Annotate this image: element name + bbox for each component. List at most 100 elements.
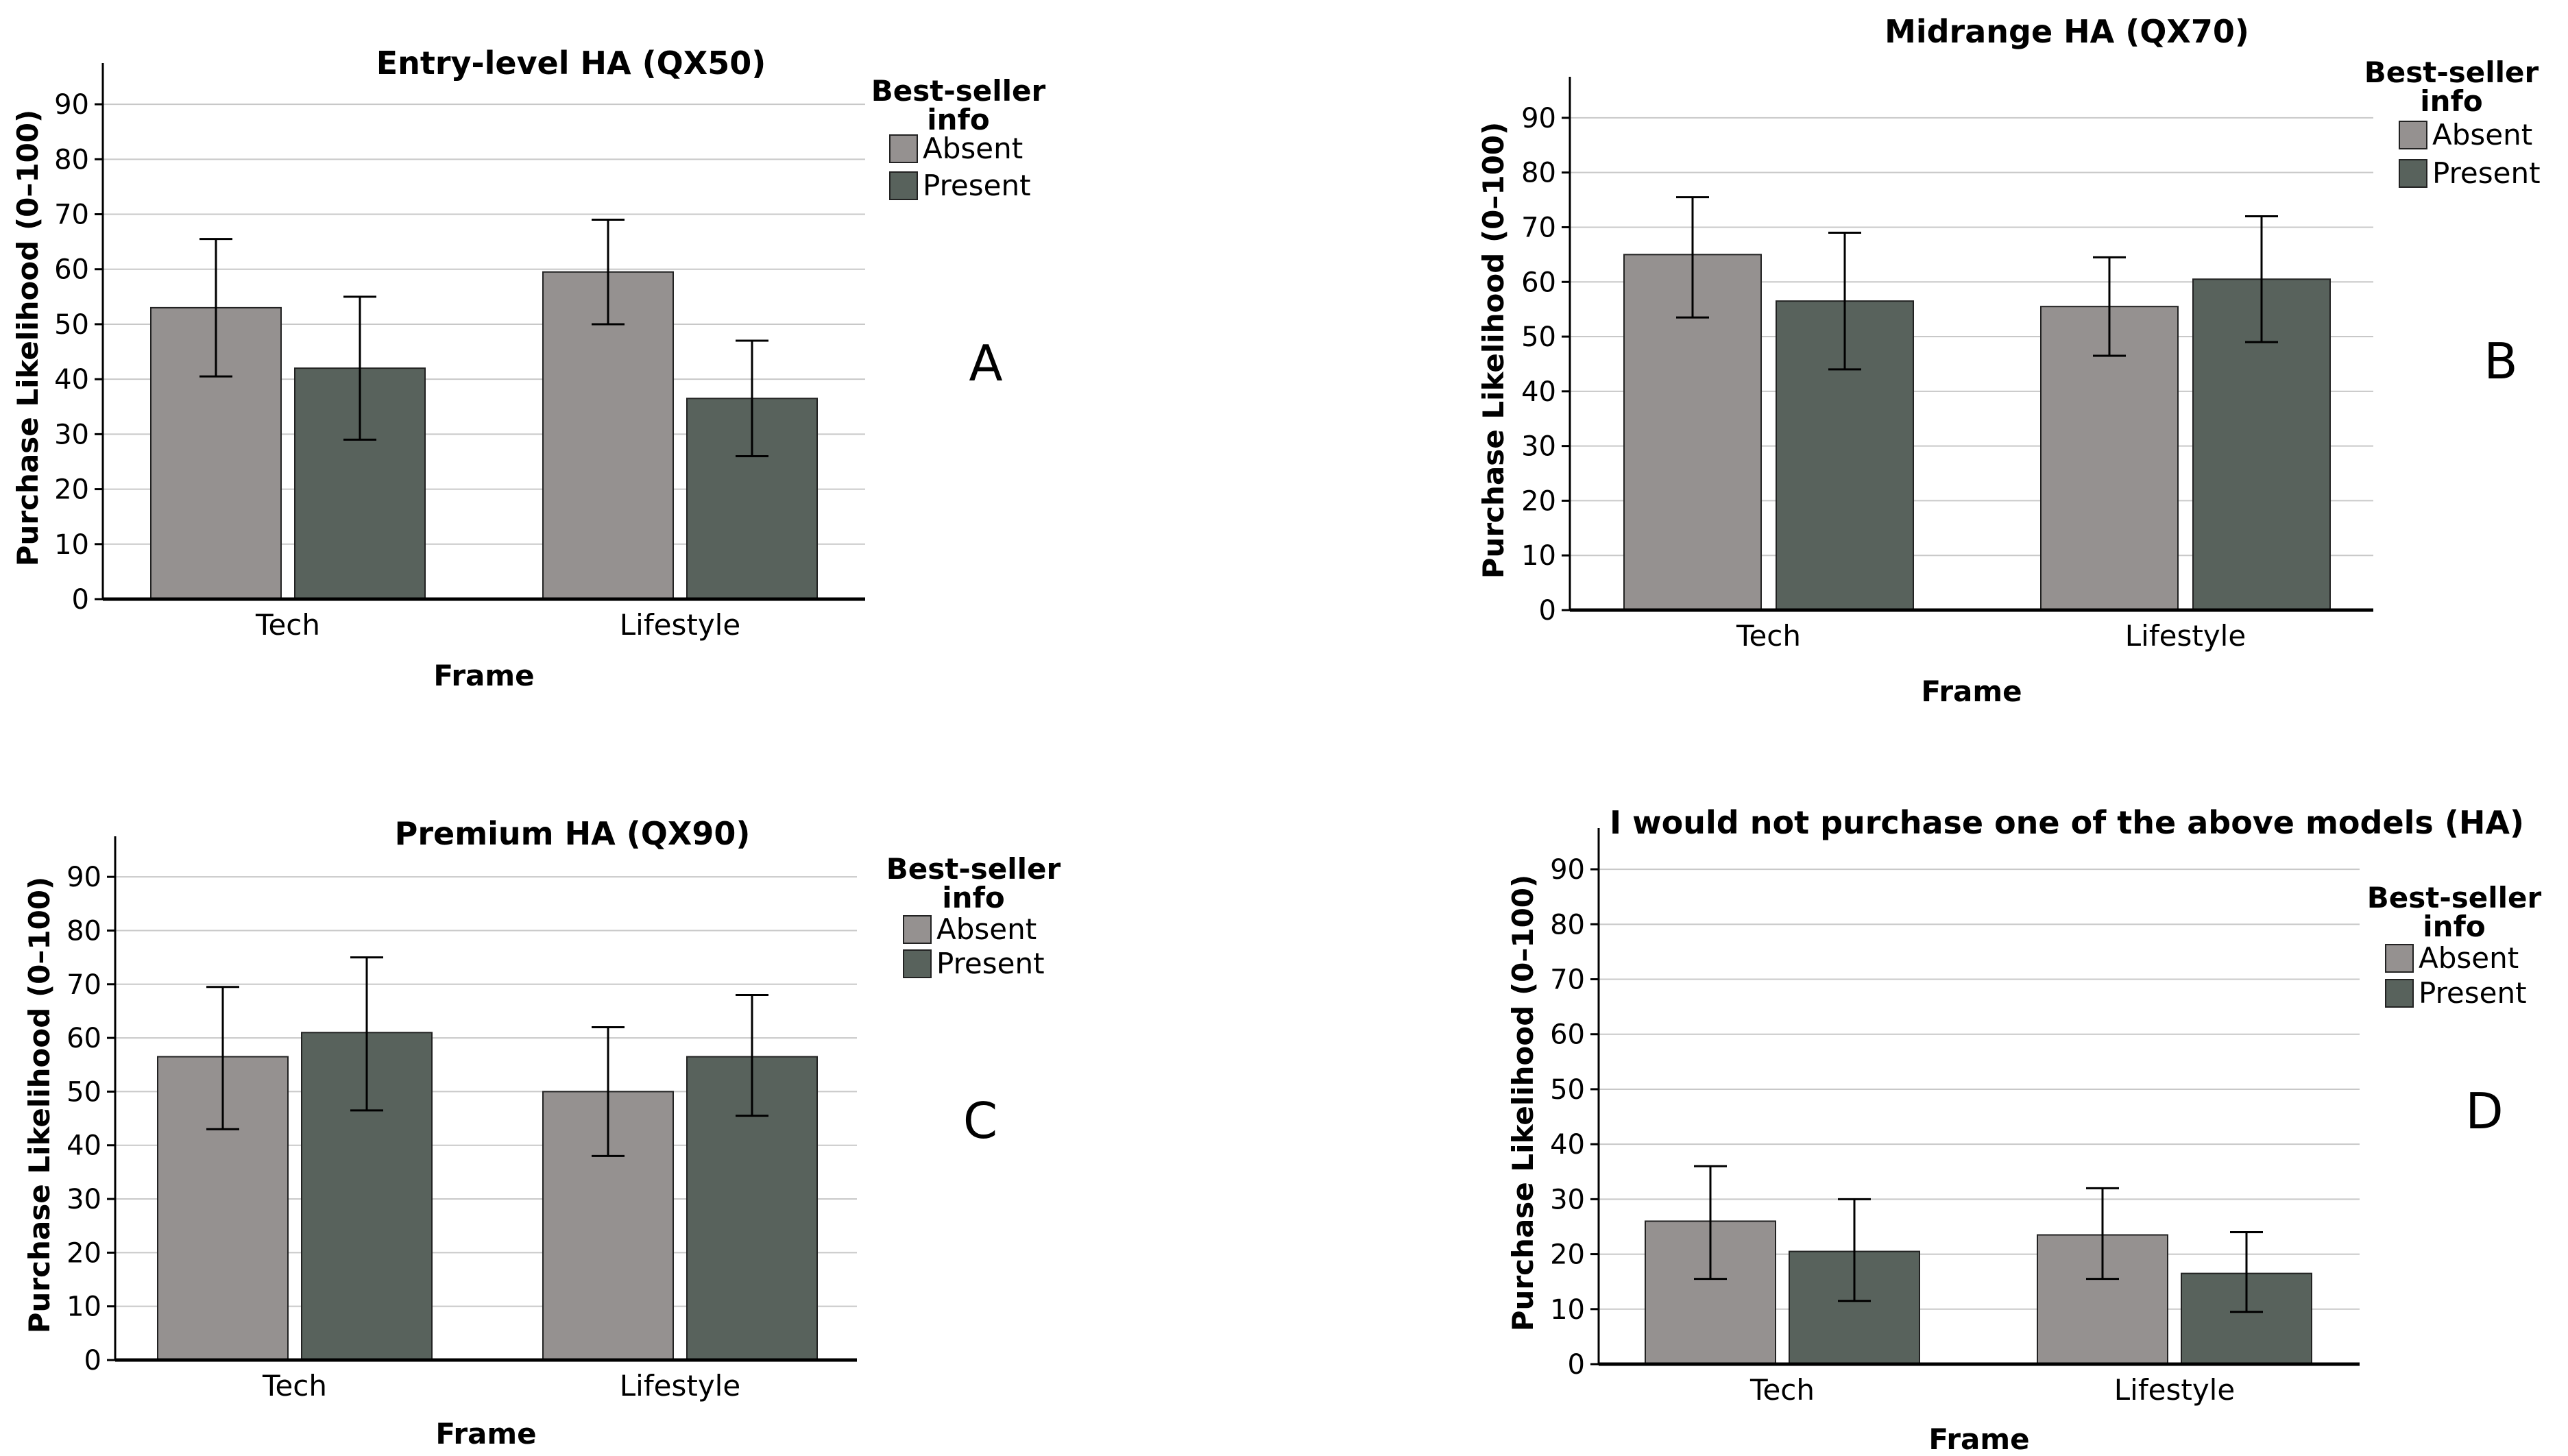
chart-title: Premium HA (QX90) <box>395 815 751 852</box>
legend-swatch-present <box>889 171 918 200</box>
chart-title: Entry-level HA (QX50) <box>376 45 766 82</box>
y-tick-label: 90 <box>54 89 89 121</box>
x-tick-label: Tech <box>1736 619 1801 653</box>
chart-panel-c: 0 10 20 30 40 50 60 70 80 90 Tech Lifestyle Premium … <box>23 815 1061 1451</box>
y-tick-label: 10 <box>66 1291 101 1323</box>
y-axis-title: Purchase Likelihood (0–100) <box>1506 875 1540 1331</box>
y-tick-label: 30 <box>66 1184 101 1215</box>
y-tick-label: 20 <box>1550 1239 1585 1271</box>
legend-title: Best-seller <box>2367 881 2542 914</box>
chart-title: I would not purchase one of the above mo… <box>1610 804 2524 841</box>
y-tick-label: 0 <box>72 584 89 616</box>
legend-title: Best-seller <box>871 74 1046 108</box>
y-tick-label: 80 <box>1550 909 1585 941</box>
chart-panel-b: 0 10 20 30 40 50 60 70 80 90 Tech Lifestyle Midrange… <box>1477 13 2541 708</box>
error-bar <box>1828 231 1861 371</box>
x-tick-label: Lifestyle <box>2125 619 2246 653</box>
y-tick-label: 20 <box>54 474 89 506</box>
error-bar <box>206 986 239 1130</box>
panel-letter: D <box>2465 1082 2503 1140</box>
y-tick-label: 40 <box>54 364 89 396</box>
y-tick-label: 30 <box>1521 431 1556 463</box>
legend-title: info <box>927 103 989 136</box>
legend-swatch-absent <box>2399 121 2427 149</box>
error-bar <box>592 1026 625 1157</box>
x-tick-label: Tech <box>255 608 320 642</box>
chart-panel-a: 0 10 20 30 40 50 60 70 80 90 Tech Lifestyle Entry-le… <box>11 45 1046 692</box>
legend-swatch-present <box>903 949 932 978</box>
legend-swatch-present <box>2399 159 2427 188</box>
y-tick-label: 60 <box>1550 1019 1585 1051</box>
y-axis-title: Purchase Likelihood (0–100) <box>23 877 56 1333</box>
x-axis-title: Frame <box>435 1417 536 1451</box>
panel-letter: B <box>2484 332 2517 390</box>
legend-label-present: Present <box>2419 976 2527 1010</box>
y-tick-label: 50 <box>66 1076 101 1108</box>
legend-label-present: Present <box>2432 156 2541 190</box>
y-tick-label: 80 <box>1521 158 1556 189</box>
legend-title: info <box>2423 910 2485 943</box>
y-axis-title: Purchase Likelihood (0–100) <box>11 110 45 566</box>
legend-swatch-absent <box>903 915 932 944</box>
y-tick-label: 80 <box>54 144 89 175</box>
legend-label-absent: Absent <box>2419 941 2519 975</box>
error-bar <box>736 339 768 457</box>
error-bar <box>1676 196 1709 319</box>
y-tick-label: 40 <box>1550 1129 1585 1161</box>
bar <box>2040 306 2179 611</box>
legend-swatch-present <box>2385 979 2414 1008</box>
y-tick-label: 20 <box>1521 485 1556 517</box>
error-bar <box>1838 1198 1871 1302</box>
y-tick-label: 90 <box>1550 854 1585 886</box>
y-axis-title: Purchase Likelihood (0–100) <box>1477 122 1510 579</box>
y-tick-label: 50 <box>54 309 89 341</box>
y-tick-label: 30 <box>1550 1184 1585 1215</box>
y-tick-label: 40 <box>66 1130 101 1162</box>
legend-title: info <box>942 881 1004 914</box>
legend-title: Best-seller <box>2364 56 2539 89</box>
error-bar <box>2093 256 2126 357</box>
x-axis-title: Frame <box>1928 1422 2029 1456</box>
panel-letter: A <box>969 335 1002 392</box>
y-tick-label: 0 <box>84 1345 101 1376</box>
legend-label-absent: Absent <box>936 912 1037 946</box>
y-tick-label: 60 <box>1521 267 1556 298</box>
error-bar <box>350 956 383 1112</box>
y-tick-label: 30 <box>54 419 89 450</box>
panel-letter: C <box>963 1092 997 1150</box>
y-tick-label: 70 <box>66 969 101 1001</box>
x-tick-label: Lifestyle <box>620 1369 740 1403</box>
error-bar <box>1694 1165 1727 1281</box>
error-bar <box>343 295 376 441</box>
y-tick-label: 0 <box>1539 595 1556 627</box>
y-tick-label: 70 <box>54 199 89 231</box>
legend-label-absent: Absent <box>923 132 1023 165</box>
x-tick-label: Tech <box>1749 1373 1815 1407</box>
y-tick-label: 60 <box>54 254 89 286</box>
y-tick-label: 40 <box>1521 376 1556 408</box>
legend-title: info <box>2420 84 2482 118</box>
legend-label-absent: Absent <box>2432 118 2532 151</box>
y-tick-label: 0 <box>1568 1349 1585 1381</box>
legend-swatch-absent <box>2385 944 2414 973</box>
y-tick-label: 50 <box>1521 321 1556 353</box>
error-bar <box>199 238 232 378</box>
x-tick-label: Lifestyle <box>2114 1373 2235 1407</box>
x-axis-title: Frame <box>1921 675 2022 708</box>
x-tick-label: Tech <box>262 1369 327 1403</box>
chart-panel-d: 0 10 20 30 40 50 60 70 80 90 Tech Lifestyle I would … <box>1506 804 2542 1456</box>
legend-swatch-absent <box>889 134 918 163</box>
x-tick-label: Lifestyle <box>620 608 740 642</box>
error-bar <box>592 219 625 326</box>
error-bar <box>736 993 768 1117</box>
legend-label-present: Present <box>936 947 1045 980</box>
y-tick-label: 60 <box>66 1023 101 1054</box>
y-tick-label: 10 <box>1521 540 1556 572</box>
legend-label-present: Present <box>923 169 1031 202</box>
y-tick-label: 80 <box>66 915 101 947</box>
